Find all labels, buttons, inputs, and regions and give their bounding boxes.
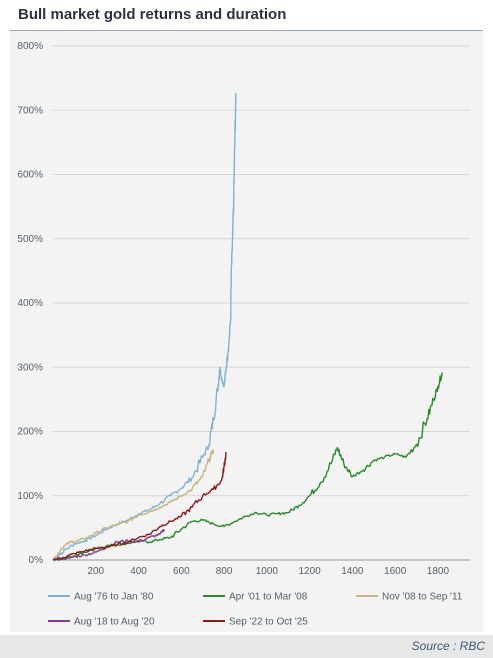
x-tick-label: 1200 bbox=[298, 566, 321, 577]
x-tick-label: 1600 bbox=[384, 566, 407, 577]
y-tick-label: 300% bbox=[17, 362, 43, 373]
x-axis-ticks: 200 400 600 800 1000 1200 1400 1600 1800 bbox=[87, 566, 449, 577]
y-tick-label: 800% bbox=[17, 41, 43, 52]
y-axis-ticks: 0% 100% 200% 300% 400% 500% 600% 700% 800% bbox=[17, 41, 43, 566]
x-tick-label: 600 bbox=[173, 566, 190, 577]
grid-lines bbox=[53, 45, 470, 561]
title-bar: Bull market gold returns and duration bbox=[10, 0, 483, 31]
legend-label: Aug '18 to Aug '20 bbox=[74, 617, 155, 628]
legend: Aug '76 to Jan '80 Apr '01 to Mar '08 Nov … bbox=[48, 592, 463, 628]
footer-bar: Source : RBC bbox=[0, 635, 493, 658]
series-line bbox=[53, 451, 227, 561]
y-tick-label: 100% bbox=[17, 491, 43, 502]
legend-label: Nov '08 to Sep '11 bbox=[382, 592, 463, 603]
x-tick-label: 1400 bbox=[341, 566, 364, 577]
line-chart: 0% 100% 200% 300% 400% 500% 600% 700% 800% 200 40… bbox=[17, 41, 470, 628]
y-tick-label: 600% bbox=[17, 170, 43, 181]
y-tick-label: 0% bbox=[29, 555, 44, 566]
series-line bbox=[52, 372, 443, 561]
x-tick-label: 200 bbox=[87, 566, 104, 577]
x-tick-label: 400 bbox=[130, 566, 147, 577]
series-line bbox=[52, 92, 237, 561]
legend-label: Sep '22 to Oct '25 bbox=[229, 617, 308, 628]
chart-panel bbox=[10, 31, 483, 632]
y-tick-label: 500% bbox=[17, 234, 43, 245]
chart-title: Bull market gold returns and duration bbox=[18, 6, 287, 23]
source-note: Source : RBC bbox=[411, 639, 485, 653]
legend-label: Apr '01 to Mar '08 bbox=[229, 592, 308, 603]
series-line bbox=[52, 449, 215, 561]
y-tick-label: 400% bbox=[17, 298, 43, 309]
x-tick-label: 1000 bbox=[256, 566, 279, 577]
x-tick-label: 1800 bbox=[427, 566, 450, 577]
y-tick-label: 700% bbox=[17, 105, 43, 116]
series-lines bbox=[52, 92, 443, 561]
x-tick-label: 800 bbox=[216, 566, 233, 577]
y-tick-label: 200% bbox=[17, 427, 43, 438]
legend-label: Aug '76 to Jan '80 bbox=[74, 592, 154, 603]
